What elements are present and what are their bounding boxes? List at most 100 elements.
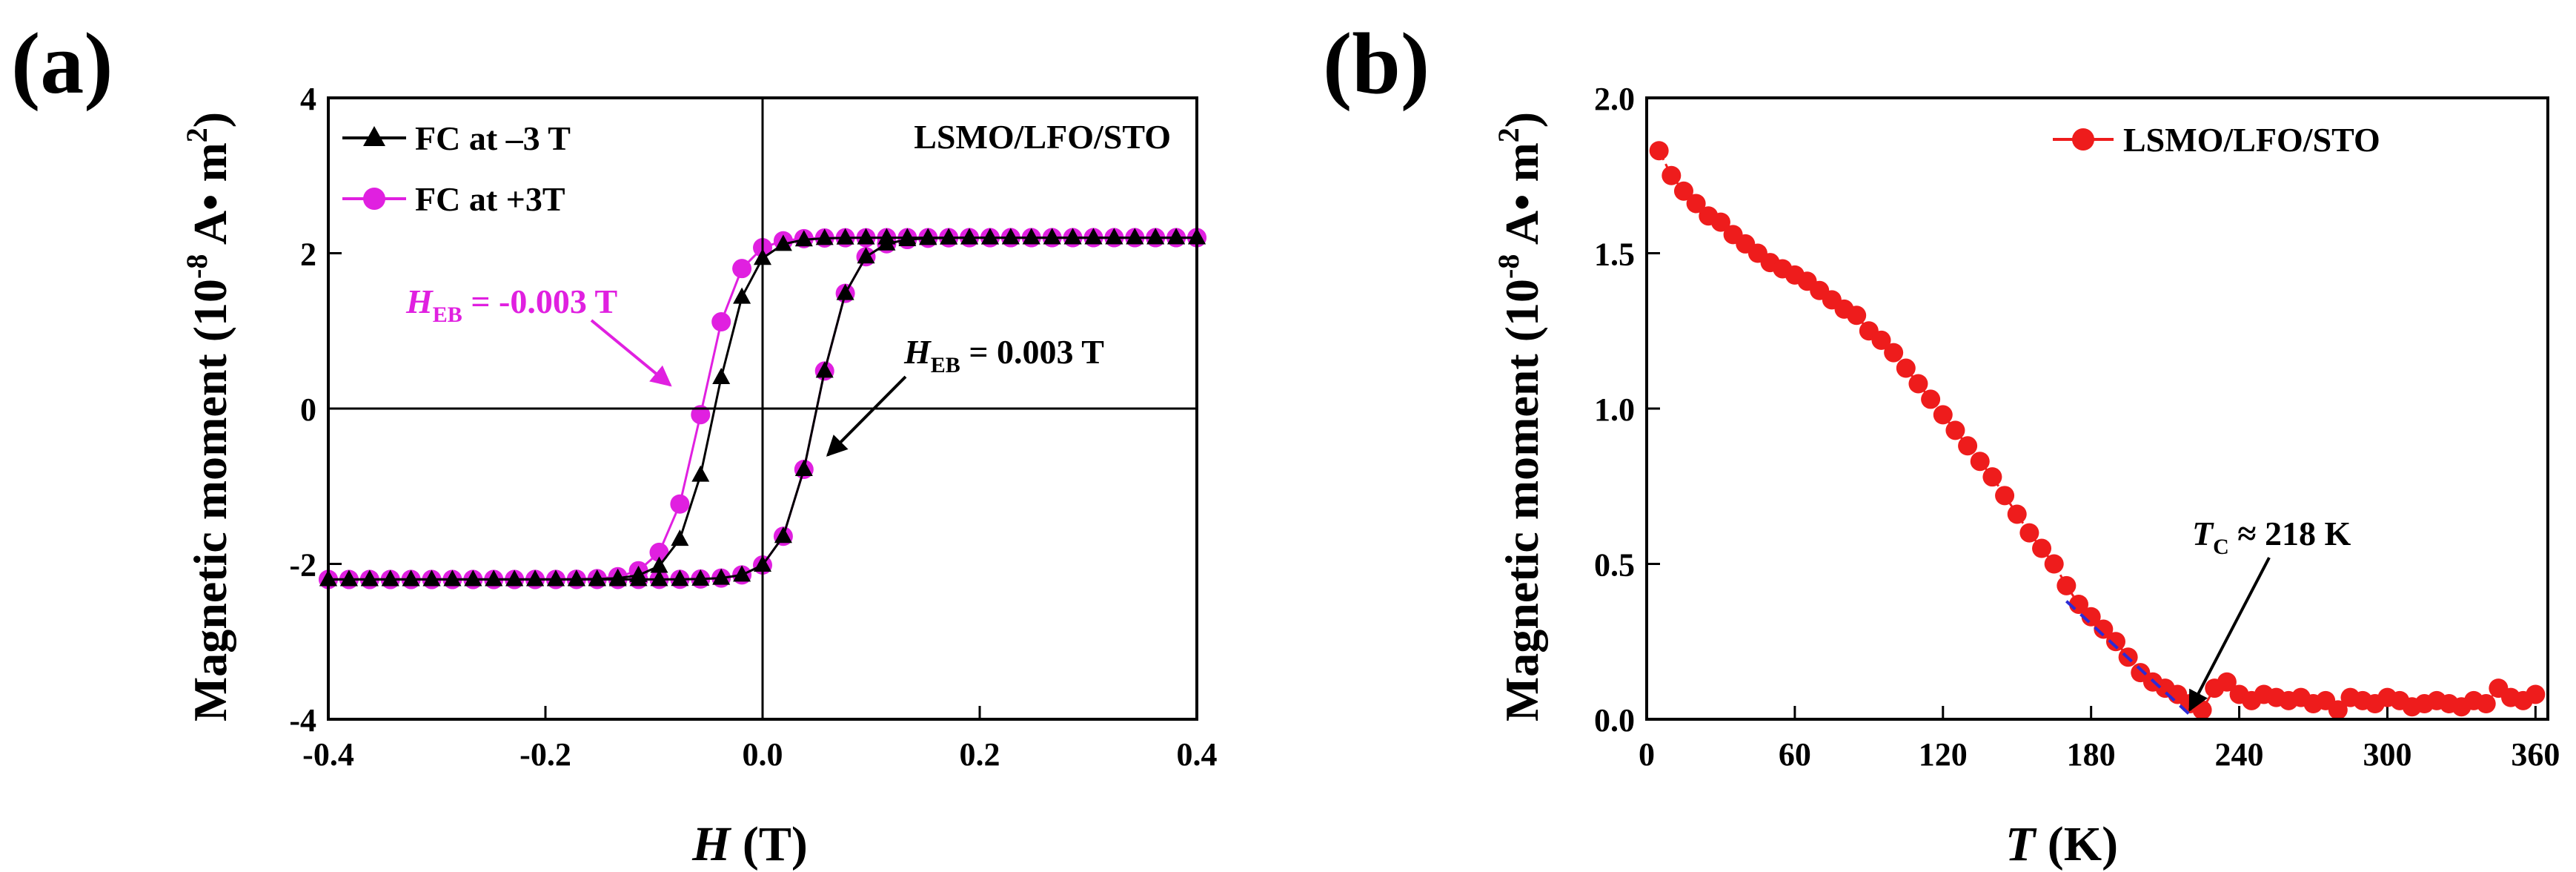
panel-a-sample-label: LSMO/LFO/STO (914, 118, 1171, 156)
lsmo-point (2328, 700, 2348, 720)
lsmo-point (1686, 194, 1706, 214)
panel-a-data (319, 228, 1206, 589)
fc-minus3t-point (339, 569, 358, 587)
panel-a-ylabel: Magnetic moment (10-8 A• m2) (180, 112, 236, 721)
legend-triangle-marker (363, 126, 385, 146)
panel-a-ytick-label: -2 (289, 547, 316, 584)
legend-label-lsmo: LSMO/LFO/STO (2123, 121, 2380, 159)
lsmo-point (1982, 467, 2002, 487)
panel-b-data (1649, 141, 2546, 721)
legend-label-fc-plus3t: FC at +3T (415, 180, 565, 218)
panel-b-ytick-label: 1.0 (1594, 392, 1635, 428)
fc-minus3t-point (960, 228, 979, 245)
panel-a-xtick-label: 0.0 (743, 736, 783, 773)
fc-minus3t-point (381, 569, 399, 587)
lsmo-point (2192, 700, 2212, 720)
lsmo-point (2007, 504, 2027, 524)
panel-a-ytick-label: 4 (300, 81, 316, 117)
fc-minus3t-point (443, 569, 462, 587)
fc-minus3t-point (402, 569, 420, 587)
arrow-tc (2188, 557, 2271, 712)
fc-minus3t-point (671, 529, 689, 546)
lsmo-point (1673, 181, 1693, 201)
lsmo-point (1871, 330, 1891, 350)
lsmo-point (2094, 619, 2114, 639)
panel-b-xlabel: T (K) (2005, 817, 2118, 871)
fc-minus3t-point (898, 230, 917, 247)
fc-minus3t-point (567, 569, 585, 587)
lsmo-point (1958, 436, 1978, 456)
fc-plus3t-point (691, 405, 711, 425)
legend-entry-fc-plus3t: FC at +3T (342, 180, 565, 218)
fc-plus3t-point (670, 494, 690, 514)
lsmo-point (1662, 165, 1682, 185)
fc-minus3t-point (422, 569, 441, 587)
fc-minus3t-point (712, 367, 731, 384)
panel-a-xtick-label: -0.4 (302, 736, 354, 773)
panel-b-ytick-label: 1.5 (1594, 237, 1635, 273)
fc-minus3t-point (794, 230, 813, 247)
fc-minus3t-point (733, 565, 751, 582)
lsmo-point (1710, 212, 1730, 232)
fc-minus3t-point (774, 526, 792, 544)
panel-b-ticks: 0 60 120 180 240 300 360 0.0 0.5 1.0 1.5 2.0 (1594, 81, 2560, 773)
fc-minus3t-point (588, 569, 606, 587)
lsmo-point (1908, 374, 1928, 394)
lsmo-point (2476, 694, 2496, 714)
panel-a-ytick-label: 2 (300, 237, 316, 273)
fc-minus3t-point (691, 465, 710, 482)
fc-minus3t-point (546, 569, 565, 587)
fc-minus3t-point (836, 283, 854, 300)
legend-entry-fc-minus3t: FC at –3 T (342, 119, 571, 157)
fc-plus3t-point (711, 312, 731, 332)
lsmo-point (2057, 575, 2077, 595)
fc-minus3t-point (857, 247, 875, 264)
panel-b-ytick-label: 0.5 (1594, 547, 1635, 584)
panel-a-plot-frame (327, 96, 1198, 721)
fc-minus3t-point (1105, 228, 1123, 245)
lsmo-point (1896, 358, 1916, 378)
lsmo-point (1649, 141, 1669, 161)
panel-b-label: (b) (1323, 15, 1430, 112)
lsmo-point (2044, 554, 2064, 574)
panel-a-xtick-label: 0.2 (960, 736, 1000, 773)
fc-minus3t-point (650, 556, 668, 573)
panel-b-xtick-label: 0 (1639, 736, 1655, 773)
tc-fit-line (2065, 600, 2196, 721)
panel-b-xtick-label: 240 (2215, 736, 2264, 773)
fc-minus3t-point (1001, 228, 1020, 245)
fc-minus3t-point (464, 569, 482, 587)
fc-minus3t-point (1063, 228, 1082, 245)
legend-circle-marker-red (2072, 128, 2094, 151)
lsmo-point (1933, 405, 1953, 425)
panel-b-legend: LSMO/LFO/STO (2053, 121, 2380, 159)
lsmo-point (2105, 632, 2125, 652)
fc-minus3t-point (1043, 228, 1061, 245)
legend-label-fc-minus3t: FC at –3 T (415, 119, 571, 157)
annotation-heb-positive: HEB = 0.003 T (903, 333, 1104, 377)
fc-plus3t-point (649, 542, 669, 562)
fc-minus3t-point (691, 569, 710, 586)
annotation-tc: TC ≈ 218 K (2192, 515, 2351, 559)
panel-b-plot-frame (1645, 96, 2549, 721)
lsmo-point (2019, 523, 2039, 543)
fc-minus3t-point (712, 568, 731, 585)
fc-minus3t-point (485, 569, 503, 587)
fc-minus3t-point (360, 569, 379, 587)
fc-minus3t-point (650, 569, 668, 587)
panel-a-legend: FC at –3 T FC at +3T (342, 119, 571, 218)
fc-minus3t-point (857, 228, 875, 245)
panel-b-xtick-label: 360 (2511, 736, 2560, 773)
fc-minus3t-point (919, 228, 937, 245)
panel-b-xtick-label: 120 (1919, 736, 1968, 773)
lsmo-point (2081, 607, 2101, 627)
panel-a-ticks: -0.4 -0.2 0.0 0.2 0.4 -4 -2 0 2 4 (289, 81, 1217, 773)
panel-a-ytick-label: -4 (289, 702, 316, 739)
panel-a-ytick-label: 0 (300, 392, 316, 428)
panel-b-ytick-label: 0.0 (1594, 702, 1635, 739)
panel-b: (b) Magnetic moment (10-8 A• m2) T (K) 0… (1323, 15, 2560, 871)
annotation-heb-negative: HEB = -0.003 T (405, 283, 617, 327)
panel-a: (a) Magnetic moment (10-8 A• m2) H (T) -… (11, 15, 1218, 871)
fc-minus3t-point (671, 569, 689, 587)
